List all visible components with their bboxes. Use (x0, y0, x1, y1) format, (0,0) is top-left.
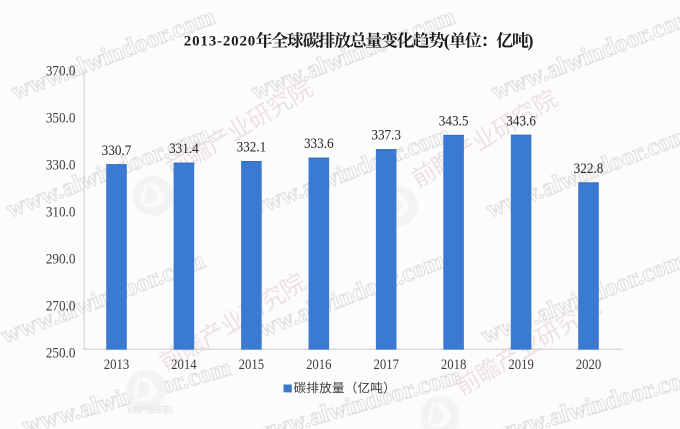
svg-text:2014: 2014 (171, 357, 197, 373)
svg-text:331.4: 331.4 (169, 140, 199, 157)
svg-text:322.8: 322.8 (574, 160, 604, 177)
svg-text:330.7: 330.7 (102, 142, 132, 159)
svg-text:250.0: 250.0 (46, 345, 76, 362)
svg-text:333.6: 333.6 (304, 135, 334, 152)
svg-text:337.3: 337.3 (371, 127, 401, 144)
svg-text:270.0: 270.0 (46, 298, 76, 315)
svg-text:343.5: 343.5 (439, 113, 469, 130)
svg-text:330.0: 330.0 (46, 157, 76, 174)
svg-text:2016: 2016 (306, 357, 332, 373)
svg-text:343.6: 343.6 (506, 113, 536, 130)
svg-text:310.0: 310.0 (46, 204, 76, 221)
svg-text:2019: 2019 (508, 357, 534, 373)
svg-text:2015: 2015 (239, 357, 265, 373)
svg-text:2017: 2017 (373, 357, 399, 373)
svg-text:290.0: 290.0 (46, 251, 76, 268)
svg-text:): ) (528, 31, 534, 51)
svg-text:370.0: 370.0 (46, 63, 76, 80)
svg-text:350.0: 350.0 (46, 110, 76, 127)
svg-text:2013-2020: 2013-2020 (184, 34, 256, 50)
svg-text:2020: 2020 (576, 357, 602, 373)
svg-text:2013: 2013 (104, 357, 130, 373)
svg-text:2018: 2018 (441, 357, 467, 373)
svg-text:332.1: 332.1 (237, 139, 267, 156)
svg-text:(: ( (444, 31, 450, 51)
